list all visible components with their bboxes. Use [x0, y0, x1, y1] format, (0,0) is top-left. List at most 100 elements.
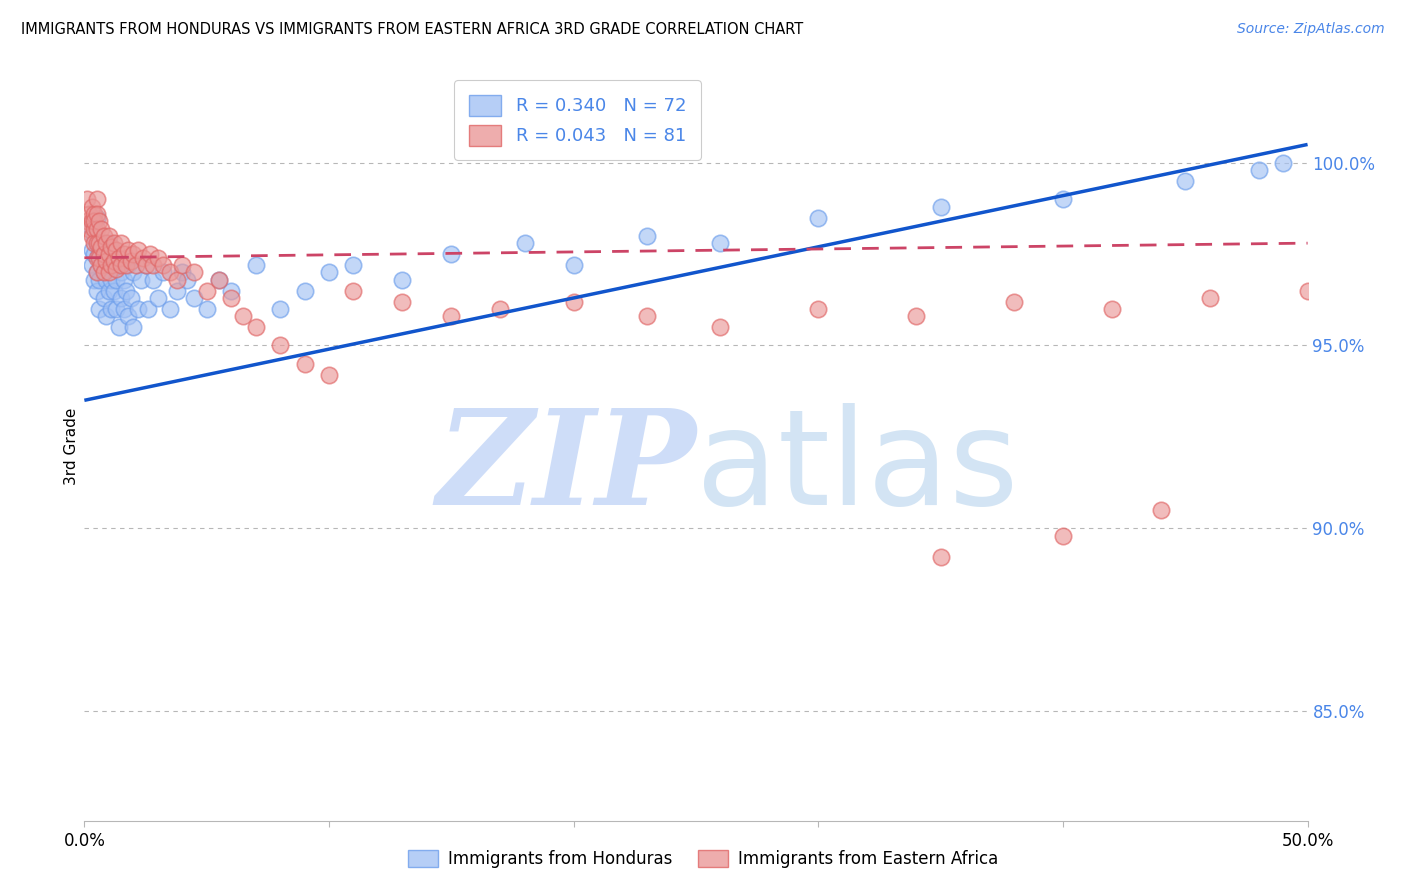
Point — [152, 258, 174, 272]
Point — [97, 265, 120, 279]
Point — [83, 273, 105, 287]
Point — [93, 228, 115, 243]
Point — [1150, 503, 1173, 517]
Point — [172, 258, 194, 272]
Point — [513, 236, 536, 251]
Point — [96, 310, 118, 324]
Point — [139, 247, 162, 261]
Point — [80, 214, 103, 228]
Point — [90, 221, 112, 235]
Point — [807, 301, 830, 316]
Point — [83, 228, 105, 243]
Point — [127, 244, 149, 258]
Point — [86, 192, 108, 206]
Point — [135, 258, 157, 272]
Point — [135, 258, 157, 272]
Point — [76, 192, 98, 206]
Point — [172, 265, 194, 279]
Point — [1174, 174, 1197, 188]
Point — [93, 291, 115, 305]
Point — [100, 240, 122, 254]
Point — [86, 207, 108, 221]
Point — [183, 291, 205, 305]
Text: atlas: atlas — [696, 403, 1018, 533]
Point — [318, 265, 340, 279]
Point — [86, 251, 108, 265]
Point — [807, 211, 830, 225]
Point — [1272, 155, 1295, 169]
Point — [115, 258, 138, 272]
Point — [122, 265, 145, 279]
Point — [117, 244, 139, 258]
Y-axis label: 3rd Grade: 3rd Grade — [63, 408, 79, 484]
Point — [905, 310, 928, 324]
Point — [90, 258, 112, 272]
Point — [132, 251, 155, 265]
Point — [83, 247, 105, 261]
Point — [110, 258, 132, 272]
Point — [77, 218, 100, 232]
Point — [86, 265, 108, 279]
Text: 0.0%: 0.0% — [63, 831, 105, 849]
Point — [120, 291, 142, 305]
Point — [87, 247, 110, 261]
Text: IMMIGRANTS FROM HONDURAS VS IMMIGRANTS FROM EASTERN AFRICA 3RD GRADE CORRELATION: IMMIGRANTS FROM HONDURAS VS IMMIGRANTS F… — [21, 22, 803, 37]
Point — [86, 211, 108, 225]
Point — [97, 228, 120, 243]
Point — [117, 258, 139, 272]
Point — [636, 310, 658, 324]
Point — [83, 214, 105, 228]
Text: Source: ZipAtlas.com: Source: ZipAtlas.com — [1237, 22, 1385, 37]
Point — [122, 247, 145, 261]
Point — [87, 251, 110, 265]
Point — [562, 294, 585, 309]
Point — [86, 236, 108, 251]
Point — [110, 236, 132, 251]
Point — [122, 320, 145, 334]
Point — [93, 265, 115, 279]
Point — [105, 301, 128, 316]
Point — [87, 214, 110, 228]
Point — [219, 291, 242, 305]
Point — [112, 247, 135, 261]
Point — [1198, 291, 1220, 305]
Point — [120, 254, 142, 268]
Point — [208, 273, 231, 287]
Point — [269, 338, 291, 352]
Point — [103, 284, 125, 298]
Point — [80, 244, 103, 258]
Point — [232, 310, 254, 324]
Point — [76, 214, 98, 228]
Point — [391, 273, 413, 287]
Point — [97, 258, 120, 272]
Point — [929, 200, 952, 214]
Point — [166, 273, 188, 287]
Point — [562, 258, 585, 272]
Point — [90, 258, 112, 272]
Point — [96, 273, 118, 287]
Text: 50.0%: 50.0% — [1281, 831, 1334, 849]
Point — [90, 240, 112, 254]
Point — [440, 310, 463, 324]
Point — [107, 320, 129, 334]
Point — [636, 228, 658, 243]
Point — [107, 251, 129, 265]
Point — [87, 301, 110, 316]
Point — [100, 301, 122, 316]
Legend: Immigrants from Honduras, Immigrants from Eastern Africa: Immigrants from Honduras, Immigrants fro… — [402, 843, 1004, 875]
Point — [342, 284, 364, 298]
Point — [112, 301, 135, 316]
Point — [709, 320, 731, 334]
Point — [159, 301, 181, 316]
Point — [208, 273, 231, 287]
Point — [245, 320, 267, 334]
Point — [77, 221, 100, 235]
Point — [391, 294, 413, 309]
Point — [294, 284, 316, 298]
Point — [110, 265, 132, 279]
Point — [83, 221, 105, 235]
Point — [117, 310, 139, 324]
Point — [1052, 192, 1074, 206]
Point — [103, 236, 125, 251]
Point — [86, 284, 108, 298]
